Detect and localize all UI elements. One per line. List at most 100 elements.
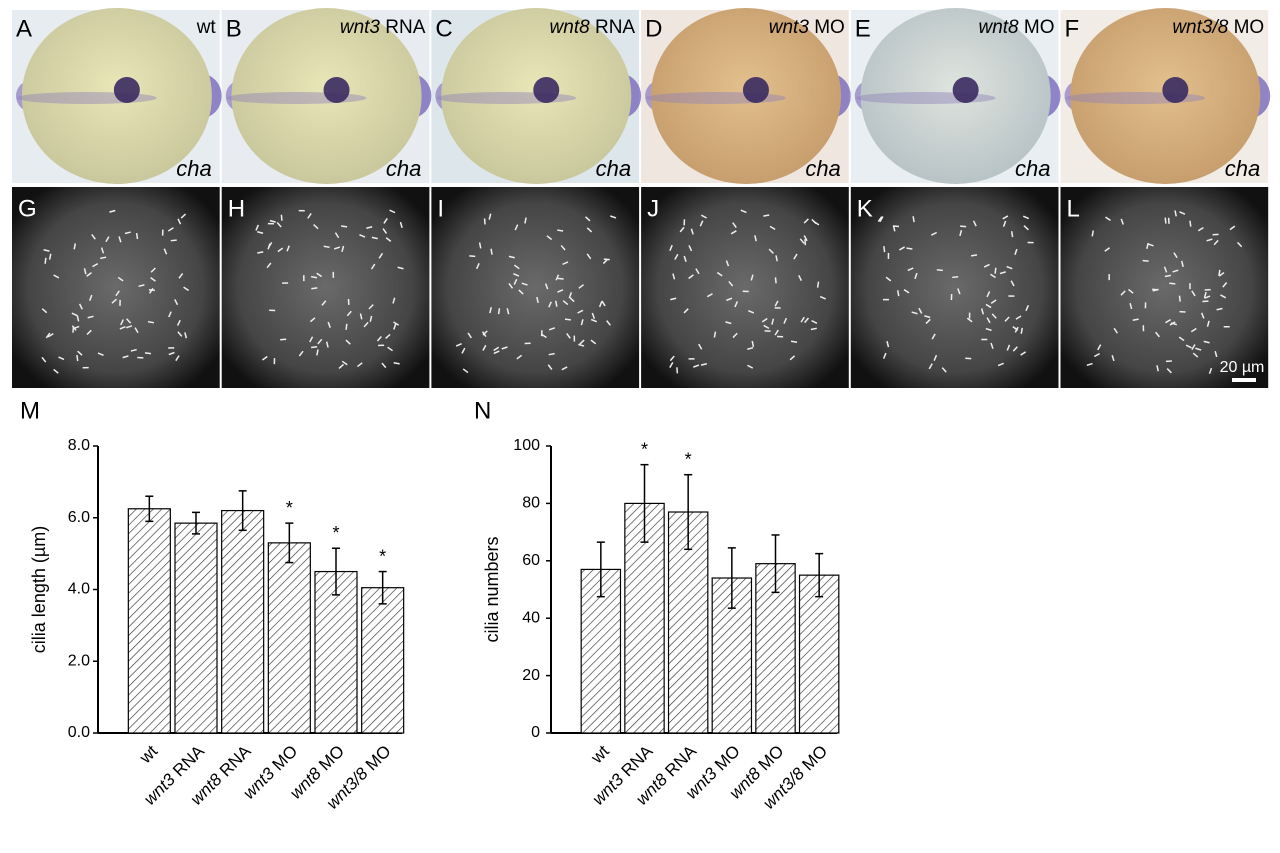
cilium	[138, 284, 145, 288]
cilium	[385, 333, 391, 339]
cilium	[886, 341, 890, 348]
cilium	[397, 266, 404, 270]
cilium	[475, 263, 480, 270]
treatment: RNA	[595, 17, 635, 38]
cilium	[1010, 231, 1014, 238]
bar	[127, 508, 171, 734]
cilium	[959, 229, 963, 237]
significance-marker: *	[685, 449, 692, 469]
cilium	[41, 356, 47, 363]
cilium	[991, 313, 997, 319]
cilium	[1097, 344, 1102, 351]
cilium	[382, 228, 388, 234]
cilium	[586, 253, 592, 260]
cilium	[683, 255, 687, 262]
cilium	[376, 336, 382, 342]
y-axis-label: cilia numbers	[482, 536, 502, 642]
cilium	[1012, 326, 1019, 331]
cilium	[1002, 220, 1007, 227]
cilium	[725, 321, 732, 325]
cilium	[728, 280, 734, 287]
cilium	[1163, 266, 1168, 273]
cilium	[725, 260, 730, 267]
stain-label: cha	[386, 156, 421, 181]
y-tick-label: 2.0	[68, 652, 90, 669]
cilium	[83, 268, 87, 275]
panel-letter: H	[228, 195, 245, 222]
cilium	[126, 325, 133, 329]
cilium	[167, 227, 174, 232]
cilium	[966, 317, 973, 323]
cilium	[393, 321, 400, 326]
stain-label: cha	[1015, 156, 1050, 181]
cilium	[566, 333, 571, 339]
cilium	[688, 245, 693, 252]
cilium	[669, 355, 675, 362]
cilium	[1012, 346, 1018, 352]
cilium	[578, 343, 585, 347]
cilium	[378, 252, 384, 259]
cilium	[369, 315, 373, 322]
cilium	[1169, 282, 1176, 285]
condition-label: wnt3 RNA	[340, 17, 426, 38]
cilium	[77, 350, 83, 356]
kupffer-vesicle	[113, 77, 140, 103]
cilium	[1216, 307, 1223, 311]
fluorescence-image	[221, 187, 430, 388]
cilium	[109, 209, 116, 213]
cilium	[180, 213, 187, 219]
cilium	[163, 248, 168, 255]
panel-letter: A	[16, 15, 32, 42]
cilium	[508, 283, 514, 289]
y-tick-label: 6.0	[68, 509, 90, 526]
cilium	[578, 284, 585, 289]
cilium	[168, 311, 172, 318]
cilium	[1178, 336, 1185, 342]
cilium	[341, 245, 345, 252]
cilium	[1200, 312, 1205, 319]
cilium	[1147, 243, 1154, 247]
cilium	[462, 368, 469, 374]
cilium	[183, 286, 189, 292]
cilium	[1146, 242, 1149, 250]
cilium	[1155, 331, 1160, 338]
cilium	[148, 287, 154, 294]
cilium	[1222, 282, 1228, 288]
gene-name: wnt8	[286, 764, 325, 803]
cilium	[514, 224, 519, 231]
cilium	[1189, 220, 1192, 227]
cilium	[323, 245, 330, 249]
cilium	[1129, 303, 1133, 310]
cilium	[774, 329, 779, 336]
cilium	[338, 363, 345, 369]
cilium	[672, 273, 676, 280]
cilium	[91, 233, 96, 240]
cilium	[478, 242, 482, 249]
bar	[221, 509, 265, 734]
gene-name: wnt3	[240, 764, 279, 803]
significance-marker: *	[332, 523, 339, 543]
cilium	[536, 296, 539, 303]
cilium	[310, 275, 318, 279]
cilium	[994, 267, 997, 274]
gene-name: wnt3/8	[1172, 17, 1228, 38]
cilium	[986, 317, 991, 324]
cilium	[877, 216, 883, 223]
cilium	[359, 313, 363, 320]
cilium	[562, 300, 569, 306]
cilium	[117, 276, 124, 282]
cilium	[713, 331, 717, 338]
cilium	[266, 262, 272, 269]
cilium	[706, 293, 713, 298]
cilium	[990, 342, 994, 349]
cilium	[1120, 290, 1126, 296]
cilium	[392, 297, 396, 304]
cilium	[1004, 316, 1010, 322]
cilium	[700, 214, 707, 219]
cilium	[548, 301, 552, 308]
gene-name: wnt3	[589, 770, 628, 809]
cilium	[1165, 318, 1172, 324]
fluorescence-image	[431, 187, 640, 388]
cilium	[71, 312, 78, 317]
cilium	[985, 327, 992, 332]
